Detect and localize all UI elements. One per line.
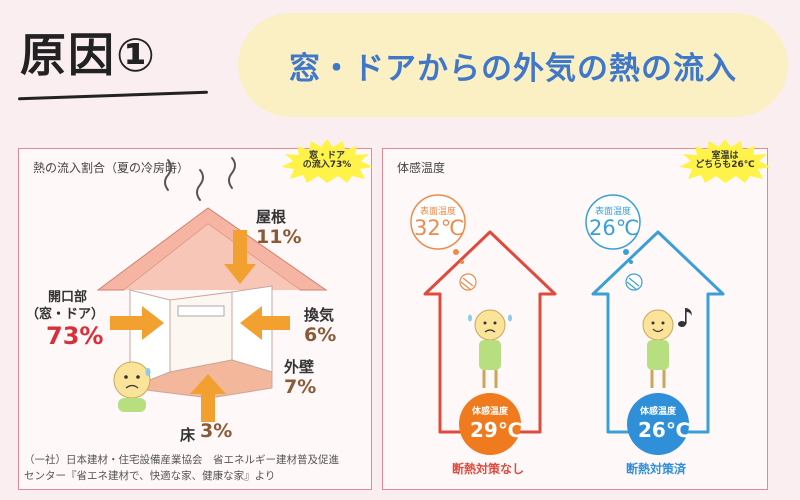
floor-pct: 3% <box>200 420 233 442</box>
felt-temperature-caption: 体感温度 <box>397 161 446 175</box>
cool-felt-label: 体感温度 <box>640 407 677 417</box>
hot-surface-bubble <box>410 194 477 291</box>
music-note-icon <box>678 308 692 327</box>
house-back-wall <box>169 291 233 373</box>
insulated-label: 断熱対策済 <box>626 462 687 476</box>
house-roof-fill <box>124 224 300 290</box>
floor-label: 床 <box>180 426 196 444</box>
wall-label: 外壁 <box>284 358 315 376</box>
opening-label-2: （窓・ドア） <box>26 307 105 322</box>
cool-surface-value: 26℃ <box>589 216 640 240</box>
starburst-icon <box>679 139 771 183</box>
roof-pct: 11% <box>256 226 302 248</box>
roof-label: 屋根 <box>256 208 287 226</box>
cause-label: 原因① <box>20 28 157 82</box>
source-line-1: （一社）日本建材・住宅設備産業協会 省エネルギー建材普及促進 <box>24 454 339 466</box>
window-frame <box>177 305 225 317</box>
cool-felt-value: 26℃ <box>638 418 691 442</box>
opening-pct: 73% <box>46 322 104 350</box>
cool-surface-bubble <box>585 194 643 291</box>
hot-felt-label: 体感温度 <box>472 407 509 417</box>
room-burst-line1: 室温は <box>711 150 739 161</box>
hot-surface-label: 表面温度 <box>419 207 456 217</box>
cool-felt-circle <box>627 393 689 455</box>
starburst-icon <box>281 139 373 183</box>
insulated-house <box>591 230 725 434</box>
opening-label-1: 開口部 <box>48 290 88 305</box>
hot-felt-value: 29℃ <box>470 418 523 442</box>
sweating-child-icon <box>468 309 512 388</box>
hot-surface-value: 32℃ <box>414 216 465 240</box>
heat-inflow-panel: 熱の流入割合（夏の冷房時） 窓・ドア の流入73% <box>18 139 373 490</box>
heat-wave-icon <box>164 157 236 201</box>
heat-inflow-caption: 熱の流入割合（夏の冷房時） <box>33 161 190 175</box>
floor-arrow <box>190 374 226 422</box>
happy-child-icon <box>642 309 674 388</box>
room-burst-line2: どちらも26℃ <box>695 160 755 170</box>
no-insulation-house <box>423 230 557 434</box>
sweating-child-icon <box>113 361 151 412</box>
source-line-2: センター『省エネ建材で、快適な家、健康な家』より <box>24 470 276 483</box>
source-note: （一社）日本建材・住宅設備産業協会 省エネルギー建材普及促進 センター『省エネ建… <box>24 452 339 485</box>
sun-heat-icon <box>459 273 477 291</box>
wall-pct: 7% <box>284 376 317 398</box>
vent-arrow <box>240 306 290 340</box>
page-title: 窓・ドアからの外気の熱の流入 <box>289 50 737 87</box>
hot-felt-circle <box>459 393 521 455</box>
no-insulation-label: 断熱対策なし <box>452 462 525 476</box>
room-temp-burst: 室温は どちらも26℃ <box>679 139 771 183</box>
vent-pct: 6% <box>304 324 337 346</box>
cool-surface-label: 表面温度 <box>594 207 631 217</box>
opening-share-burst: 窓・ドア の流入73% <box>281 139 373 183</box>
opening-burst-line2: の流入73% <box>302 160 352 170</box>
vent-label: 換気 <box>304 306 335 324</box>
title-pill: 窓・ドアからの外気の熱の流入 <box>238 13 788 117</box>
roof-arrow <box>224 230 256 284</box>
opening-burst-line1: 窓・ドア <box>308 150 345 161</box>
opening-arrow <box>110 306 164 340</box>
